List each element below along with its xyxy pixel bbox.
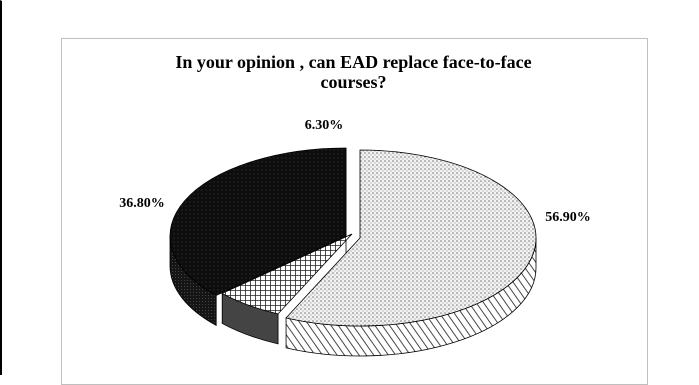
pie-chart: 56.90% 6.30% 36.80% xyxy=(119,118,591,357)
data-label-2: 6.30% xyxy=(305,118,344,133)
data-label-3: 36.80% xyxy=(119,196,165,211)
pie-slice-2 xyxy=(221,233,353,315)
chart-title-text: In your opinion , can EAD replace face-t… xyxy=(175,52,532,92)
data-label-1: 56.90% xyxy=(545,210,591,225)
page-frame xyxy=(0,0,2,375)
chart-title: In your opinion , can EAD replace face-t… xyxy=(61,52,646,92)
pie-slice-1 xyxy=(285,149,537,327)
pie-slice-3 xyxy=(169,147,347,296)
